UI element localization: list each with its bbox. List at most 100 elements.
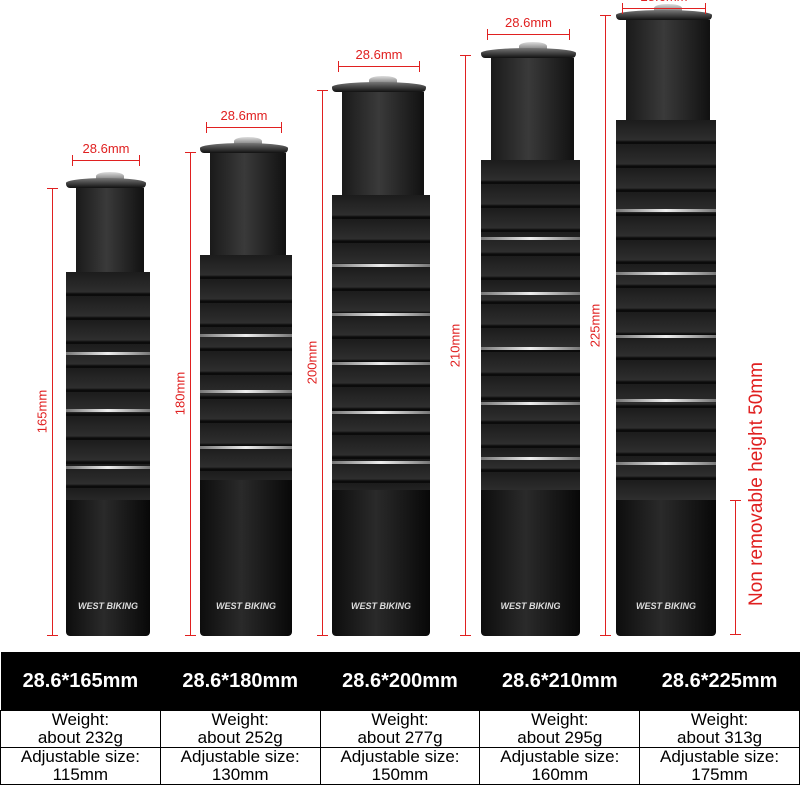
brand-logo: WEST BIKING [500,601,561,611]
top-cap [66,178,146,188]
weight-value: about 277g [357,728,443,747]
non-removable-dimension-line [730,500,741,635]
lower-tube: WEST BIKING [481,490,580,636]
table-header-row: 28.6*165mm 28.6*180mm 28.6*200mm 28.6*21… [0,652,800,711]
spacer-rings [200,255,292,480]
header-cell: 28.6*180mm [160,652,321,711]
silver-stripe [481,457,580,460]
adjustable-value: 160mm [531,765,589,784]
weight-cell: Weight: about 277g [319,710,481,748]
adjustable-cell: Adjustable size: 150mm [319,747,481,785]
weight-cell: Weight: about 295g [479,710,641,748]
diameter-label: 28.6mm [82,141,130,156]
upper-tube [342,92,424,195]
silver-stripe [481,402,580,405]
silver-stripe [66,351,150,355]
weight-label: Weight: [211,710,269,729]
silver-stripe [332,460,430,464]
brand-logo: WEST BIKING [636,601,696,611]
adjustable-row: Adjustable size: 115mm Adjustable size: 130… [0,747,800,785]
lower-tube: WEST BIKING [616,500,716,636]
height-label: 165mm [34,389,50,434]
diameter-dimension-line [622,3,706,14]
top-cap-bolt [96,172,124,180]
top-cap [332,82,426,92]
spec-table: 28.6*165mm 28.6*180mm 28.6*200mm 28.6*21… [0,652,800,785]
height-label: 180mm [172,371,188,416]
silver-stripe [200,333,292,337]
top-cap-bolt [369,76,397,84]
diameter-dimension-line [487,29,570,40]
lower-tube: WEST BIKING [332,490,430,636]
height-label: 200mm [304,340,320,385]
diameter-dimension-line [72,155,140,166]
brand-logo: WEST BIKING [78,601,138,611]
weight-label: Weight: [531,710,589,729]
weight-row: Weight: about 232g Weight: about 252g Weight… [0,710,800,748]
top-cap [481,48,576,58]
silver-stripe [616,398,716,402]
diameter-label: 28.6mm [505,15,552,30]
top-cap-bolt [234,137,262,145]
adjustable-value: 175mm [691,765,748,784]
height-label: 210mm [447,323,463,367]
weight-value: about 313g [677,728,763,747]
silver-stripe [481,237,580,240]
weight-cell: Weight: about 313g [639,710,800,748]
silver-stripe [616,272,716,275]
silver-stripe [66,465,150,469]
adjustable-label: Adjustable size: [180,747,300,766]
diameter-dimension-line [206,122,282,133]
upper-tube [210,153,286,255]
adjustable-value: 115mm [52,765,109,784]
top-cap-bolt [518,42,547,50]
adjustable-cell: Adjustable size: 115mm [0,747,161,785]
spacer-rings [616,120,716,500]
adjustable-label: Adjustable size: [340,747,460,766]
adjustable-cell: Adjustable size: 160mm [479,747,641,785]
height-dimension-line [460,55,471,636]
brand-logo: WEST BIKING [216,601,276,611]
non-removable-note: Non removable height 50mm [746,362,767,606]
weight-label: Weight: [690,710,749,729]
weight-value: about 232g [37,728,123,747]
silver-stripe [616,208,716,212]
upper-tube [76,188,144,272]
diameter-label: 28.6mm [622,0,706,4]
header-cell: 28.6*225mm [639,652,800,711]
silver-stripe [200,446,292,450]
weight-value: about 295g [517,728,603,747]
header-cell: 28.6*165mm [0,652,161,711]
diameter-label: 28.6mm [220,108,268,123]
weight-cell: Weight: about 252g [159,710,321,748]
weight-value: about 252g [197,728,283,747]
silver-stripe [200,390,292,393]
height-label: 225mm [587,303,603,347]
silver-stripe [332,313,430,316]
adjustable-value: 150mm [371,765,429,784]
height-dimension-line [47,188,58,636]
height-dimension-line [185,152,196,636]
silver-stripe [332,411,430,415]
header-cell: 28.6*210mm [479,652,640,711]
adjustable-label: Adjustable size: [660,747,780,766]
spacer-rings [66,272,150,500]
silver-stripe [332,263,430,267]
weight-label: Weight: [51,710,110,729]
lower-tube: WEST BIKING [66,500,150,636]
silver-stripe [332,362,430,366]
silver-stripe [481,292,580,295]
adjustable-value: 130mm [211,765,269,784]
silver-stripe [481,347,580,350]
silver-stripe [616,335,716,339]
diameter-dimension-line [338,61,420,72]
height-dimension-line [317,90,328,636]
spacer-rings [481,160,580,490]
lower-tube: WEST BIKING [200,480,292,636]
top-cap [200,143,288,153]
upper-tube [491,58,574,160]
header-cell: 28.6*200mm [320,652,480,711]
spacer-rings [332,195,430,490]
diameter-label: 28.6mm [355,47,403,62]
